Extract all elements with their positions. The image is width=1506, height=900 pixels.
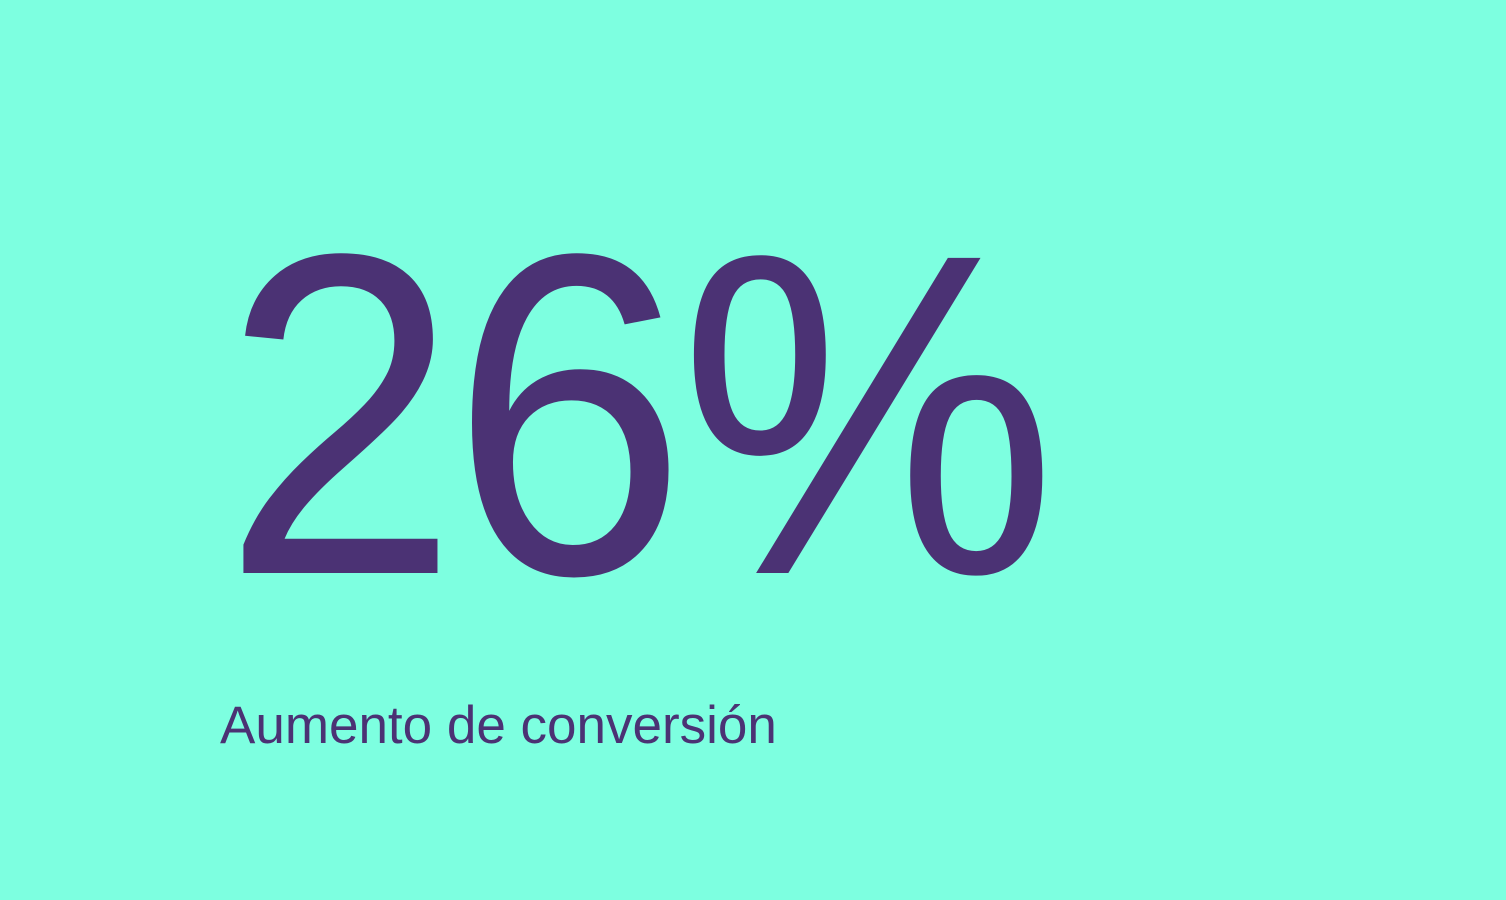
stat-label: Aumento de conversión (220, 696, 777, 755)
stat-value: 26% (222, 159, 1057, 671)
